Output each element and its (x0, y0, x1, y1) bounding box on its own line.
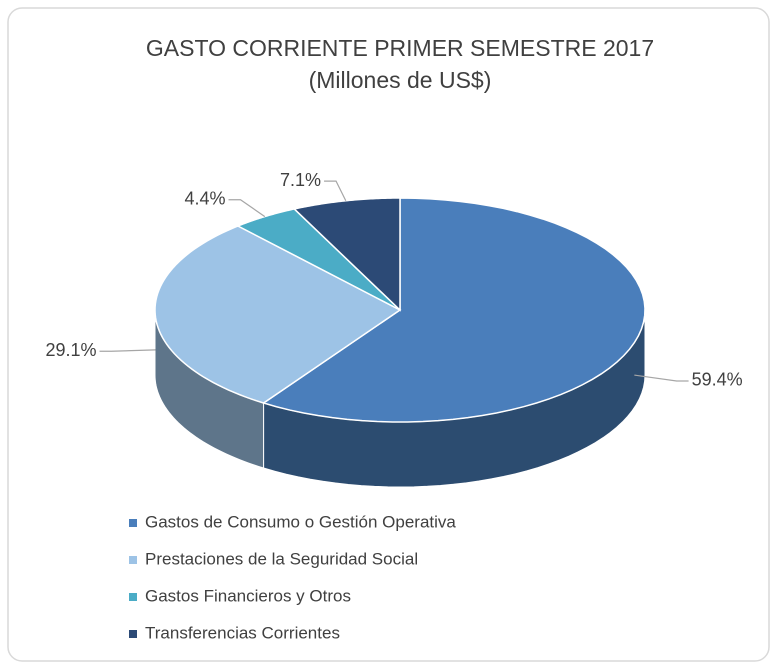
chart-title: GASTO CORRIENTE PRIMER SEMESTRE 2017 (146, 35, 654, 61)
legend-label: Transferencias Corrientes (145, 623, 340, 642)
pie-slice (154, 225, 402, 404)
data-label: 4.4% (184, 189, 225, 209)
legend-label: Prestaciones de la Seguridad Social (145, 549, 418, 568)
leader-line (324, 180, 347, 202)
pie-slice (261, 197, 646, 423)
legend-label: Gastos Financieros y Otros (145, 586, 351, 605)
leader-line (634, 374, 689, 382)
leader-line (99, 349, 156, 352)
data-label: 29.1% (45, 340, 96, 360)
pie-slice (236, 208, 401, 311)
chart-subtitle: (Millones de US$) (309, 67, 492, 93)
leader-line (228, 199, 266, 218)
legend-label: Gastos de Consumo o Gestión Operativa (145, 512, 456, 531)
pie-slice (292, 197, 401, 312)
legend-swatch (129, 556, 137, 564)
data-label: 59.4% (692, 370, 743, 390)
legend-swatch (129, 519, 137, 527)
data-label: 7.1% (280, 170, 321, 190)
legend-swatch (129, 630, 137, 638)
legend-swatch (129, 593, 137, 601)
